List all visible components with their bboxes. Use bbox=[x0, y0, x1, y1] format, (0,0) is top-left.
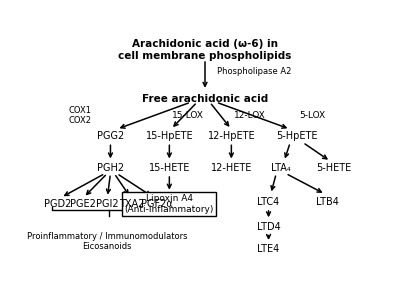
Text: 15-HpETE: 15-HpETE bbox=[146, 131, 193, 141]
Text: 15-HETE: 15-HETE bbox=[149, 163, 190, 173]
Text: Free arachidonic acid: Free arachidonic acid bbox=[142, 94, 268, 104]
Text: PGG2: PGG2 bbox=[97, 131, 124, 141]
Text: PGF2α: PGF2α bbox=[141, 199, 173, 209]
Text: 15-LOX: 15-LOX bbox=[172, 111, 204, 120]
Text: TXA2: TXA2 bbox=[120, 199, 145, 209]
Text: Lipoxin A4
(Anti-inflammatory): Lipoxin A4 (Anti-inflammatory) bbox=[125, 194, 214, 214]
Text: LTE4: LTE4 bbox=[258, 244, 280, 254]
Text: PGI2: PGI2 bbox=[96, 199, 119, 209]
Text: PGH2: PGH2 bbox=[97, 163, 124, 173]
Text: Phospholipase A2: Phospholipase A2 bbox=[218, 67, 292, 76]
Text: LTA₄: LTA₄ bbox=[271, 163, 291, 173]
Text: 12-LOX: 12-LOX bbox=[234, 111, 266, 120]
Text: COX1
COX2: COX1 COX2 bbox=[69, 106, 92, 125]
Text: LTB4: LTB4 bbox=[316, 197, 339, 207]
Text: Proinflammatory / Immunomodulators
Eicosanoids: Proinflammatory / Immunomodulators Eicos… bbox=[27, 232, 188, 251]
Text: PGE2: PGE2 bbox=[70, 199, 96, 209]
Text: 5-HpETE: 5-HpETE bbox=[276, 131, 317, 141]
Text: LTD4: LTD4 bbox=[257, 222, 280, 232]
Text: PGD2: PGD2 bbox=[44, 199, 72, 209]
Text: Arachidonic acid (ω-6) in
cell membrane phospholipids: Arachidonic acid (ω-6) in cell membrane … bbox=[118, 39, 292, 61]
Text: 12-HETE: 12-HETE bbox=[211, 163, 252, 173]
Text: LTC4: LTC4 bbox=[258, 197, 280, 207]
Text: 5-LOX: 5-LOX bbox=[300, 111, 326, 120]
Text: 5-HETE: 5-HETE bbox=[316, 163, 351, 173]
Text: 12-HpETE: 12-HpETE bbox=[208, 131, 255, 141]
